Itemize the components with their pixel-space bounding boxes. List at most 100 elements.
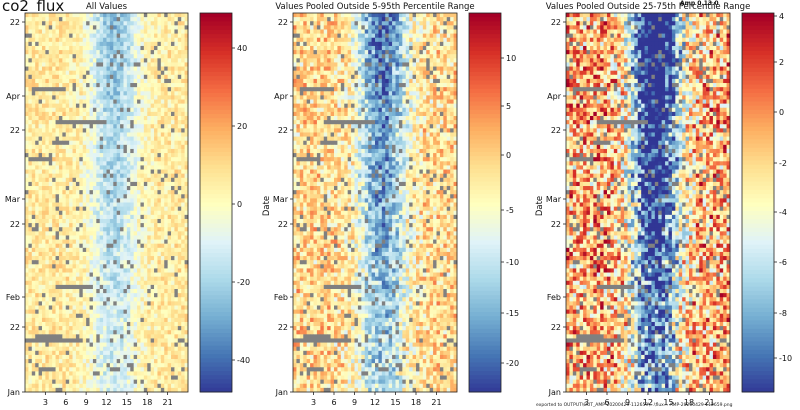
heatmap-cell	[150, 91, 155, 96]
heatmap-cell	[28, 218, 33, 224]
heatmap-cell	[429, 33, 434, 39]
heatmap-cell	[89, 198, 94, 203]
heatmap-cell	[133, 54, 138, 59]
heatmap-cell	[167, 120, 172, 125]
heatmap-cell	[35, 231, 39, 236]
heatmap-cell	[381, 41, 386, 47]
heatmap-cell	[147, 25, 152, 30]
heatmap-cell	[164, 330, 169, 335]
colorbar-segment	[200, 84, 232, 90]
heatmap-cell	[120, 239, 124, 245]
heatmap-cell	[82, 128, 87, 133]
heatmap-cell	[89, 103, 94, 109]
heatmap-cell	[171, 363, 175, 368]
heatmap-cell	[327, 13, 331, 18]
heatmap-cell	[130, 99, 135, 105]
heatmap-cell	[109, 153, 114, 158]
heatmap-cell	[130, 284, 135, 290]
heatmap-cell	[113, 293, 118, 298]
heatmap-cell	[89, 148, 94, 154]
heatmap-cell	[72, 247, 77, 253]
heatmap-cell	[147, 260, 152, 265]
heatmap-cell	[123, 66, 128, 72]
heatmap-cell	[181, 25, 186, 30]
heatmap-cell	[45, 243, 50, 249]
heatmap-cell	[86, 41, 90, 47]
heatmap-cell	[184, 305, 189, 311]
heatmap-cell	[154, 202, 158, 208]
heatmap-cell	[28, 103, 33, 109]
heatmap-cell	[409, 45, 413, 51]
heatmap-cell	[109, 120, 114, 125]
heatmap-cell	[184, 169, 189, 175]
heatmap-cell	[181, 103, 186, 109]
heatmap-cell	[41, 247, 46, 253]
heatmap-cell	[181, 260, 186, 265]
heatmap-cell	[75, 359, 80, 364]
heatmap-cell	[35, 371, 39, 376]
heatmap-cell	[65, 276, 70, 282]
heatmap-cell	[130, 21, 135, 26]
heatmap-cell	[62, 359, 67, 364]
heatmap-cell	[113, 256, 118, 261]
heatmap-cell	[364, 13, 369, 18]
heatmap-cell	[154, 284, 158, 290]
heatmap-cell	[55, 58, 60, 63]
heatmap-cell	[147, 124, 152, 129]
heatmap-cell	[75, 54, 80, 59]
heatmap-cell	[99, 144, 104, 150]
heatmap-cell	[99, 103, 104, 109]
heatmap-cell	[167, 218, 172, 224]
heatmap-cell	[58, 256, 63, 261]
heatmap-cell	[126, 45, 131, 51]
heatmap-cell	[109, 206, 114, 212]
heatmap-cell	[140, 235, 145, 240]
colorbar-segment	[200, 76, 232, 81]
heatmap-cell	[55, 276, 60, 282]
heatmap-cell	[177, 33, 182, 39]
heatmap-cell	[171, 309, 175, 315]
heatmap-cell	[140, 354, 145, 360]
heatmap-cell	[69, 330, 73, 335]
heatmap-cell	[167, 169, 172, 175]
heatmap-cell	[58, 342, 63, 348]
heatmap-cell	[433, 13, 437, 18]
heatmap-cell	[96, 136, 101, 142]
heatmap-cell	[103, 354, 107, 360]
heatmap-cell	[130, 206, 135, 212]
heatmap-cell	[143, 190, 148, 195]
heatmap-cell	[143, 206, 148, 212]
heatmap-cell	[184, 74, 189, 80]
heatmap-cell	[181, 66, 186, 72]
heatmap-cell	[116, 338, 121, 343]
heatmap-cell	[109, 99, 114, 105]
heatmap-cell	[86, 157, 90, 162]
heatmap-cell	[79, 293, 84, 298]
heatmap-cell	[82, 363, 87, 368]
heatmap-cell	[79, 272, 84, 278]
heatmap-cell	[439, 13, 444, 18]
colorbar-segment	[200, 278, 232, 284]
heatmap-cell	[137, 186, 141, 191]
heatmap-cell	[171, 78, 175, 84]
colorbar-segment	[200, 143, 232, 149]
heatmap-cell	[375, 45, 379, 51]
heatmap-cell	[160, 41, 165, 47]
heatmap-cell	[58, 161, 63, 166]
heatmap-cell	[75, 210, 80, 216]
heatmap-cell	[443, 41, 448, 47]
heatmap-cell	[79, 136, 84, 142]
heatmap-cell	[89, 334, 94, 339]
heatmap-cell	[58, 153, 63, 158]
heatmap-cell	[38, 350, 43, 356]
heatmap-cell	[103, 346, 107, 352]
heatmap-cell	[113, 235, 118, 240]
heatmap-cell	[184, 95, 189, 100]
heatmap-cell	[147, 251, 152, 257]
heatmap-cell	[137, 354, 141, 360]
heatmap-cell	[89, 181, 94, 187]
heatmap-cell	[86, 153, 90, 158]
heatmap-cell	[41, 103, 46, 109]
heatmap-cell	[96, 66, 101, 72]
heatmap-cell	[28, 136, 33, 142]
